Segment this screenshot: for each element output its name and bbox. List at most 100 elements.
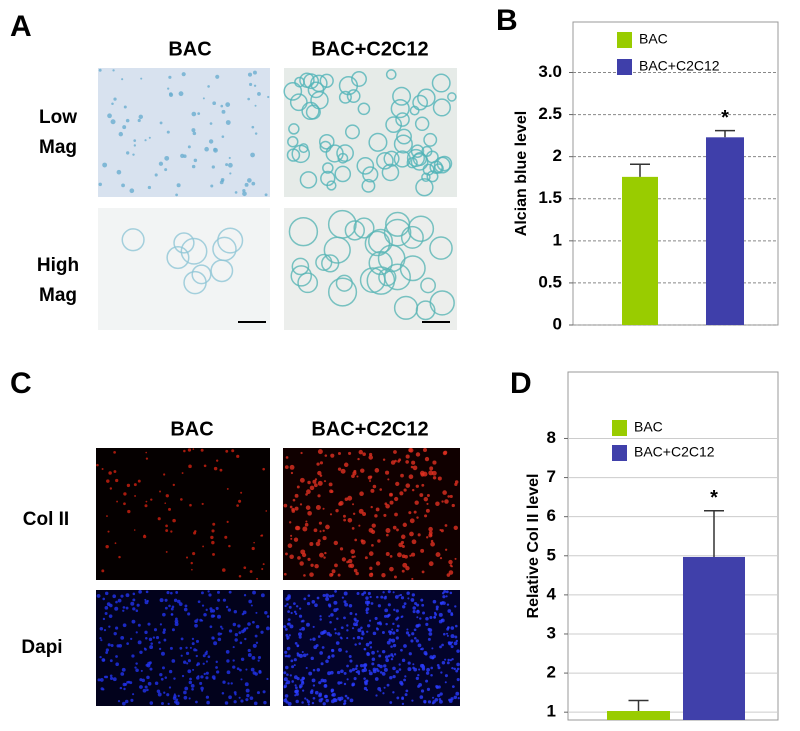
cell bbox=[227, 682, 230, 685]
cell bbox=[102, 162, 108, 168]
y-tick-label: 5 bbox=[547, 545, 556, 564]
cell bbox=[416, 603, 420, 607]
cell bbox=[260, 593, 265, 598]
cell bbox=[435, 501, 440, 507]
cell bbox=[125, 118, 130, 123]
cell bbox=[226, 659, 230, 663]
cell bbox=[113, 97, 117, 101]
cell bbox=[424, 514, 428, 518]
cell bbox=[343, 682, 347, 686]
cell bbox=[337, 573, 341, 577]
cell bbox=[291, 257, 310, 276]
cell bbox=[167, 702, 170, 706]
micrograph bbox=[96, 448, 270, 580]
cell bbox=[359, 664, 364, 668]
cell bbox=[451, 641, 454, 644]
row-label: High bbox=[37, 255, 79, 276]
cell bbox=[210, 535, 214, 540]
cell bbox=[307, 703, 310, 706]
cell bbox=[426, 170, 439, 183]
cell bbox=[401, 702, 405, 706]
cell bbox=[347, 558, 353, 564]
cell bbox=[416, 516, 419, 519]
cell bbox=[430, 674, 433, 677]
cell bbox=[201, 604, 205, 607]
cell bbox=[175, 617, 178, 621]
cell bbox=[368, 527, 374, 533]
cell bbox=[370, 505, 373, 509]
cell bbox=[451, 503, 455, 508]
cell bbox=[104, 591, 109, 596]
cell bbox=[375, 694, 378, 697]
cell bbox=[144, 630, 148, 635]
cell bbox=[449, 494, 453, 499]
cell bbox=[289, 624, 294, 629]
cell bbox=[428, 470, 434, 476]
cell bbox=[245, 688, 250, 693]
cell bbox=[217, 614, 221, 619]
cell bbox=[168, 686, 172, 689]
cell bbox=[132, 153, 135, 156]
cell bbox=[397, 460, 400, 463]
cell bbox=[388, 638, 392, 642]
cell bbox=[441, 661, 446, 665]
cell bbox=[385, 69, 397, 80]
cell bbox=[366, 652, 370, 655]
cell bbox=[456, 662, 460, 667]
cell bbox=[164, 155, 170, 161]
cell bbox=[254, 104, 257, 107]
cell bbox=[411, 460, 416, 465]
cell bbox=[450, 634, 455, 639]
cell bbox=[250, 152, 255, 158]
cell bbox=[343, 616, 346, 620]
cell bbox=[109, 659, 113, 663]
cell bbox=[306, 698, 309, 701]
cell bbox=[431, 647, 434, 650]
y-tick-label: 8 bbox=[547, 428, 556, 447]
cell bbox=[117, 700, 121, 703]
cell bbox=[415, 639, 419, 643]
cell bbox=[265, 510, 268, 512]
cell bbox=[165, 494, 169, 498]
cell bbox=[232, 622, 237, 627]
cell bbox=[130, 601, 135, 606]
cell bbox=[213, 466, 218, 471]
cell bbox=[322, 529, 325, 532]
cell bbox=[244, 182, 249, 187]
legend-label: BAC+C2C12 bbox=[639, 58, 720, 74]
cell bbox=[325, 593, 329, 598]
cell bbox=[318, 693, 322, 698]
cell bbox=[335, 274, 353, 292]
cell bbox=[435, 684, 439, 689]
cell bbox=[444, 681, 447, 684]
cell bbox=[371, 657, 376, 662]
cell bbox=[323, 556, 326, 559]
cell bbox=[337, 681, 341, 685]
cell bbox=[434, 613, 438, 616]
cell bbox=[148, 136, 151, 139]
cell bbox=[292, 498, 296, 502]
cell bbox=[457, 696, 460, 700]
cell bbox=[180, 498, 183, 501]
error-bar bbox=[715, 129, 735, 138]
cell bbox=[367, 475, 372, 480]
cell bbox=[165, 550, 168, 553]
cell bbox=[387, 614, 390, 617]
cell bbox=[349, 669, 353, 673]
cell bbox=[196, 676, 200, 680]
cell bbox=[184, 686, 189, 691]
cell bbox=[183, 695, 188, 700]
cell bbox=[401, 544, 405, 548]
cell bbox=[284, 465, 289, 470]
cell bbox=[359, 491, 364, 497]
cell bbox=[371, 523, 376, 528]
cell bbox=[348, 451, 352, 455]
cell bbox=[195, 639, 200, 643]
cell bbox=[222, 598, 227, 602]
cell bbox=[132, 598, 136, 602]
cell bbox=[360, 636, 364, 640]
cell bbox=[325, 659, 329, 664]
cell bbox=[364, 681, 368, 686]
cell bbox=[287, 543, 293, 549]
cell bbox=[428, 526, 433, 532]
